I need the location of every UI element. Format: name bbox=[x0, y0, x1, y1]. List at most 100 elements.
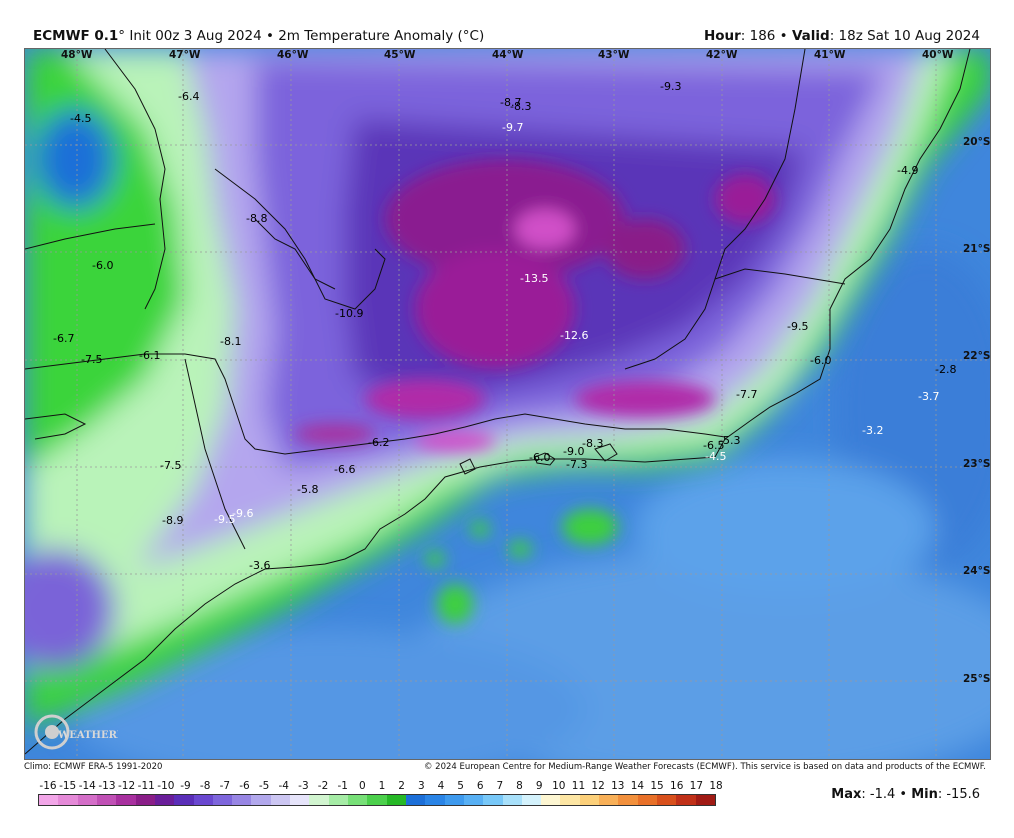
colorbar-tick: -10 bbox=[157, 780, 175, 792]
colorbar-tick: 16 bbox=[670, 780, 684, 792]
colorbar-tick: 7 bbox=[496, 780, 504, 792]
colorbar-tick: 9 bbox=[535, 780, 543, 792]
colorbar-tick: 14 bbox=[630, 780, 645, 792]
colorbar-swatch bbox=[309, 795, 329, 805]
colorbar-tick: 18 bbox=[709, 780, 723, 792]
anomaly-value-label: -5.8 bbox=[297, 483, 319, 496]
anomaly-value-label: -3.7 bbox=[918, 390, 940, 403]
colorbar-swatch bbox=[290, 795, 310, 805]
colorbar-swatch bbox=[174, 795, 194, 805]
lon-label: 40°W bbox=[922, 49, 954, 61]
min-label: Min bbox=[911, 787, 938, 802]
anomaly-value-label: -7.3 bbox=[566, 458, 588, 471]
anomaly-field bbox=[25, 49, 990, 759]
colorbar bbox=[38, 794, 716, 806]
title-right: Hour: 186 • Valid: 18z Sat 10 Aug 2024 bbox=[704, 28, 980, 44]
anomaly-value-label: -9.7 bbox=[502, 121, 524, 134]
colorbar-swatch bbox=[77, 795, 97, 805]
anomaly-value-label: -6.6 bbox=[334, 463, 356, 476]
colorbar-swatch bbox=[657, 795, 677, 805]
colorbar-tick: 1 bbox=[378, 780, 386, 792]
anomaly-value-label: -6.1 bbox=[139, 349, 161, 362]
colorbar-tick: 12 bbox=[591, 780, 605, 792]
title-left: ECMWF 0.1° Init 00z 3 Aug 2024 • 2m Temp… bbox=[33, 28, 484, 44]
min-value: : -15.6 bbox=[937, 787, 980, 802]
colorbar-tick: -7 bbox=[219, 780, 231, 792]
anomaly-value-label: -8.1 bbox=[220, 335, 242, 348]
max-label: Max bbox=[831, 787, 862, 802]
colorbar-tick: -4 bbox=[278, 780, 289, 792]
anomaly-value-label: -3.2 bbox=[862, 424, 884, 437]
anomaly-value-label: -7.5 bbox=[81, 353, 103, 366]
anomaly-value-label: -7.5 bbox=[160, 459, 182, 472]
colorbar-tick: -5 bbox=[258, 780, 270, 792]
anomaly-value-label: -13.5 bbox=[520, 272, 549, 285]
anomaly-value-label: -9.0 bbox=[563, 445, 585, 458]
model-name: ECMWF 0.1 bbox=[33, 28, 119, 44]
colorbar-tick: -8 bbox=[199, 780, 211, 792]
anomaly-value-label: -8.7 bbox=[500, 96, 522, 109]
anomaly-value-label: -9.5 bbox=[214, 513, 236, 526]
anomaly-value-label: -4.9 bbox=[897, 164, 919, 177]
boundaries bbox=[25, 49, 971, 755]
anomaly-value-label: -8.3 bbox=[582, 437, 604, 450]
colorbar-swatch bbox=[618, 795, 638, 805]
colorbar-tick: 0 bbox=[359, 780, 366, 792]
colorbar-tick: 13 bbox=[611, 780, 625, 792]
colorbar-swatch bbox=[251, 795, 271, 805]
lon-label: 46°W bbox=[277, 49, 309, 61]
colorbar-swatch bbox=[502, 795, 522, 805]
anomaly-value-label: -4.5 bbox=[705, 450, 727, 463]
anomaly-value-label: -9.3 bbox=[660, 80, 682, 93]
anomaly-value-label: -6.2 bbox=[368, 436, 390, 449]
colorbar-swatch bbox=[425, 795, 445, 805]
colorbar-swatch bbox=[560, 795, 580, 805]
colorbar-tick: 10 bbox=[552, 780, 566, 792]
forecast-map[interactable] bbox=[24, 48, 991, 760]
colorbar-swatch bbox=[193, 795, 213, 805]
colorbar-tick: 5 bbox=[457, 780, 464, 792]
colorbar-swatch bbox=[328, 795, 348, 805]
colorbar-tick: -3 bbox=[298, 780, 309, 792]
colorbar-tick: -11 bbox=[137, 780, 155, 792]
lat-label: 25°S bbox=[963, 673, 991, 685]
anomaly-value-label: -3.6 bbox=[249, 559, 271, 572]
copyright-note: © 2024 European Centre for Medium-Range … bbox=[423, 762, 986, 772]
anomaly-value-label: -2.8 bbox=[935, 363, 957, 376]
colorbar-swatch bbox=[96, 795, 117, 805]
lat-label: 20°S bbox=[963, 136, 991, 148]
anomaly-value-label: -5.3 bbox=[719, 434, 741, 447]
lon-label: 47°W bbox=[169, 49, 201, 61]
anomaly-value-label: -6.7 bbox=[53, 332, 75, 345]
colorbar-swatch bbox=[579, 795, 600, 805]
colorbar-swatch bbox=[541, 795, 561, 805]
logo-text: WEATHERBELL bbox=[57, 730, 118, 741]
colorbar-tick: -6 bbox=[239, 780, 250, 792]
colorbar-labels: -16 -15 -14 -13 -12 -11 -10 -9 -8 -7 -6 -5 -4 -3 -2 -1 0… bbox=[38, 780, 722, 794]
graticule bbox=[25, 49, 990, 759]
lat-label: 23°S bbox=[963, 458, 991, 470]
colorbar-swatch bbox=[405, 795, 426, 805]
colorbar-swatch bbox=[637, 795, 657, 805]
colorbar-tick: -9 bbox=[180, 780, 191, 792]
colorbar-swatch bbox=[676, 795, 696, 805]
colorbar-tick: 6 bbox=[476, 780, 484, 792]
lon-label: 48°W bbox=[61, 49, 93, 61]
hour-label: Hour bbox=[703, 28, 741, 44]
anomaly-value-label: -9.5 bbox=[787, 320, 809, 333]
anomaly-value-label: -6.0 bbox=[810, 354, 832, 367]
colorbar-swatch bbox=[367, 795, 387, 805]
colorbar-swatch bbox=[599, 795, 619, 805]
colorbar-tick: -16 bbox=[39, 780, 57, 792]
valid-value: : 18z Sat 10 Aug 2024 bbox=[829, 28, 980, 44]
colorbar-tick: -13 bbox=[98, 780, 116, 792]
climo-note: Climo: ECMWF ERA-5 1991-2020 bbox=[24, 762, 163, 772]
colorbar-swatch bbox=[58, 795, 78, 805]
colorbar-swatch bbox=[39, 795, 59, 805]
colorbar-tick: -14 bbox=[78, 780, 96, 792]
colorbar-swatch bbox=[444, 795, 464, 805]
colorbar-tick: -2 bbox=[317, 780, 329, 792]
colorbar-tick: 4 bbox=[437, 780, 445, 792]
colorbar-tick: -12 bbox=[118, 780, 136, 792]
colorbar-swatch bbox=[521, 795, 542, 805]
